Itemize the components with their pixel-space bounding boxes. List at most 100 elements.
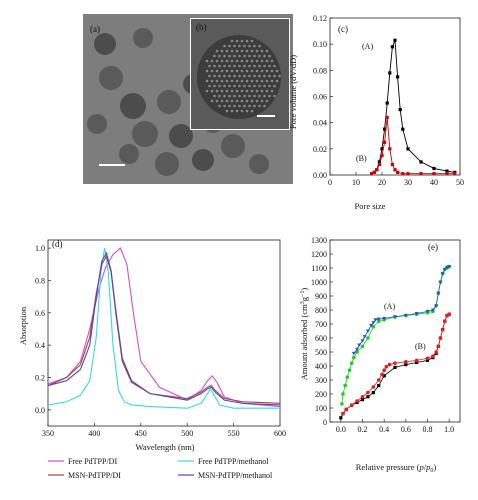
y-tick-label: 1100 bbox=[311, 264, 327, 273]
pore-dot bbox=[235, 99, 239, 103]
pore-dot bbox=[210, 79, 214, 83]
pore-dot bbox=[213, 54, 216, 58]
pore-dot bbox=[215, 69, 219, 73]
y-tick-label: 0 bbox=[323, 418, 327, 427]
pore-dot bbox=[265, 49, 269, 53]
data-point bbox=[404, 360, 408, 364]
data-point bbox=[432, 172, 436, 176]
annotation-b: (B) bbox=[356, 154, 367, 163]
data-point bbox=[349, 361, 354, 366]
data-point bbox=[373, 318, 378, 322]
data-point bbox=[387, 362, 392, 367]
data-point bbox=[453, 172, 457, 176]
data-point bbox=[440, 272, 445, 276]
data-point bbox=[406, 172, 410, 176]
pore-dot bbox=[255, 79, 259, 83]
data-point bbox=[414, 358, 419, 363]
pore-dot bbox=[268, 64, 271, 68]
pore-dot bbox=[233, 84, 236, 88]
chart-d-ylabel: Absorption bbox=[18, 306, 28, 345]
pore-dot bbox=[208, 64, 211, 68]
pore-dot bbox=[258, 54, 261, 58]
chart-e-xlabel: Relative pressure (p/p0) bbox=[356, 462, 437, 474]
pore-dot bbox=[225, 99, 229, 103]
pore-dot bbox=[228, 74, 231, 78]
pore-dot bbox=[218, 84, 221, 88]
pore-dot bbox=[273, 94, 276, 98]
pore-dot bbox=[265, 69, 269, 73]
nanoparticle bbox=[132, 121, 158, 147]
pore-dot bbox=[225, 49, 229, 53]
series-line bbox=[341, 266, 450, 404]
pore-dot bbox=[250, 59, 254, 63]
y-tick-label: 1.0 bbox=[35, 244, 45, 253]
nanoparticle bbox=[249, 154, 269, 174]
plot-frame bbox=[47, 239, 281, 427]
chart-d-panel-label: (d) bbox=[52, 239, 63, 249]
pore-dot bbox=[263, 64, 266, 68]
pore-dot bbox=[233, 74, 236, 78]
pore-dot bbox=[258, 84, 261, 88]
pore-dot bbox=[263, 54, 266, 58]
pore-dot bbox=[218, 64, 221, 68]
pore-dot bbox=[260, 49, 264, 53]
data-point bbox=[380, 372, 384, 377]
pore-dot bbox=[235, 39, 239, 43]
pore-dot bbox=[240, 69, 244, 73]
pore-dot bbox=[240, 79, 244, 83]
pore-dot bbox=[215, 49, 219, 53]
data-point bbox=[362, 335, 367, 339]
data-point bbox=[438, 280, 443, 284]
y-tick-label: 1300 bbox=[311, 236, 327, 245]
pore-dot bbox=[233, 64, 236, 68]
pore-dot bbox=[218, 74, 221, 78]
pore-dot bbox=[265, 59, 269, 63]
annotation-a: (A) bbox=[384, 302, 395, 311]
y-tick-label: 0.02 bbox=[313, 145, 327, 154]
tem-micrograph-b bbox=[190, 18, 290, 130]
pore-dot bbox=[250, 79, 254, 83]
pore-dot bbox=[235, 69, 239, 73]
pore-dot bbox=[258, 64, 261, 68]
data-point bbox=[345, 375, 350, 380]
pore-dot bbox=[220, 79, 224, 83]
y-tick-label: 1000 bbox=[311, 278, 327, 287]
series-line bbox=[47, 254, 281, 404]
pore-dot bbox=[228, 44, 231, 48]
y-tick-label: 0.2 bbox=[35, 373, 45, 382]
pore-dot bbox=[248, 94, 251, 98]
pore-dot bbox=[258, 94, 261, 98]
pore-dot bbox=[215, 79, 219, 83]
nanoparticle bbox=[87, 114, 107, 134]
pore-dot bbox=[213, 64, 216, 68]
y-tick-label: 0.04 bbox=[313, 119, 327, 128]
data-point bbox=[403, 313, 408, 318]
data-point bbox=[376, 317, 381, 322]
data-point bbox=[415, 360, 419, 365]
pore-dot bbox=[260, 99, 264, 103]
data-point bbox=[396, 170, 400, 174]
series-line-a bbox=[373, 40, 455, 173]
pore-dot bbox=[225, 69, 229, 73]
pore-dot bbox=[270, 79, 274, 83]
absorption-chart: (d) Wavelength (nm) Absorption 350 400 450… bbox=[18, 239, 286, 480]
pore-dot bbox=[205, 79, 209, 83]
pore-dot bbox=[263, 74, 266, 78]
annotation-a: (A) bbox=[362, 42, 373, 51]
x-tick-label: 0.6 bbox=[401, 425, 411, 434]
pore-dot bbox=[228, 104, 231, 108]
y-tick-label: 0.12 bbox=[313, 14, 327, 23]
data-point bbox=[366, 390, 370, 395]
data-point bbox=[360, 395, 365, 399]
y-tick-label: 0.0 bbox=[35, 406, 45, 415]
pore-dot bbox=[240, 99, 244, 103]
isotherm-chart: (e) Relative pressure (p/p0) Amount adso… bbox=[299, 236, 461, 474]
data-point bbox=[360, 339, 365, 343]
pore-dot bbox=[245, 99, 249, 103]
pore-dot bbox=[240, 49, 244, 53]
pore-dot bbox=[258, 104, 261, 108]
pore-dot bbox=[220, 49, 224, 53]
pore-dot bbox=[215, 89, 219, 93]
pore-dot bbox=[240, 89, 244, 93]
data-point bbox=[388, 71, 392, 75]
